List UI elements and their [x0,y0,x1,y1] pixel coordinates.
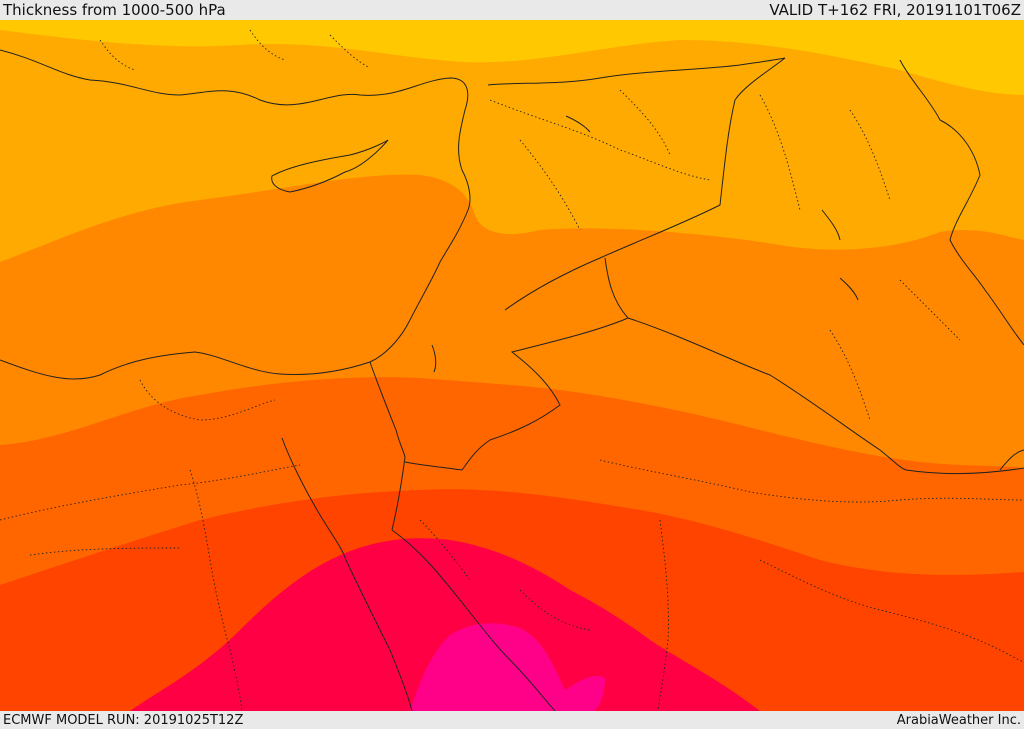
iraq-saudi-border [627,317,1024,475]
coastlines [0,49,1024,711]
provincial-boundaries [0,29,1024,711]
jordan-iraq-border [604,257,629,319]
boundary-line [329,34,371,69]
lake-assad [565,115,591,133]
red-sea-east [391,529,556,711]
egypt-coast [0,351,371,380]
valid-time: VALID T+162 FRI, 20191101T06Z [769,1,1021,19]
boundary-line [249,29,286,61]
syria-iraq-border [504,57,786,311]
boundary-line [619,89,671,156]
boundary-line [99,39,136,71]
egypt-israel-border [369,361,406,458]
boundary-line [519,139,581,231]
dead-sea [431,344,437,373]
turkey-coast [0,49,471,211]
boundary-line [657,519,669,711]
boundary-line [139,379,276,421]
band-7 [410,623,605,711]
boundary-line [519,589,591,631]
syria-turkey-border [487,57,786,86]
thickness-map[interactable] [0,20,1024,711]
boundary-line [829,329,871,421]
boundary-line [899,279,961,341]
map-canvas [0,20,1024,711]
persian-gulf [999,449,1024,471]
cyprus [271,139,389,193]
boundary-line [599,459,1024,503]
lake-tharthar [821,209,841,241]
boundary-line [29,547,181,556]
model-run: ECMWF MODEL RUN: 20191025T12Z [3,712,244,728]
gulf-of-suez [281,437,347,561]
map-title: Thickness from 1000-500 hPa [3,1,226,19]
boundary-line [189,469,243,711]
aqaba [391,456,406,531]
red-sea-west [345,559,413,711]
iraq-iran-border [899,59,1024,346]
header-bar: Thickness from 1000-500 hPa VALID T+162 … [0,0,1024,20]
national-borders [369,57,1024,475]
boundary-line [849,109,891,201]
credit: ArabiaWeather Inc. [896,712,1021,728]
jordan-saudi-border [404,317,629,471]
boundary-line [0,464,301,521]
razzaza [839,277,859,301]
boundary-line [759,94,801,211]
boundary-line [419,519,471,581]
levant-coast [369,209,469,363]
footer-bar: ECMWF MODEL RUN: 20191025T12Z ArabiaWeat… [0,711,1024,729]
band-6 [130,538,760,711]
